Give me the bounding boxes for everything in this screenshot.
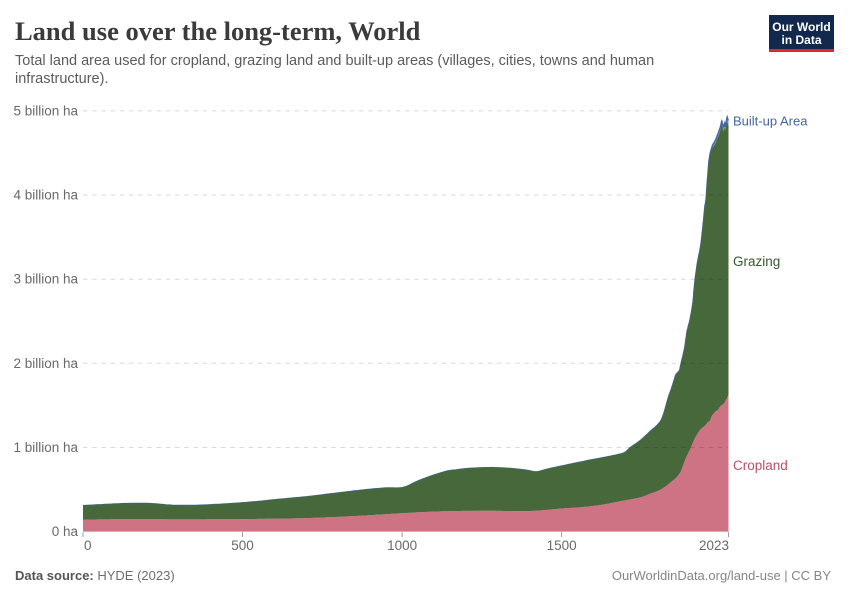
svg-text:Cropland: Cropland: [733, 458, 788, 473]
svg-text:1 billion ha: 1 billion ha: [13, 440, 78, 455]
svg-text:500: 500: [231, 538, 254, 553]
svg-text:5 billion ha: 5 billion ha: [13, 103, 78, 118]
svg-text:Built-up Area: Built-up Area: [733, 114, 808, 129]
svg-text:1500: 1500: [547, 538, 577, 553]
svg-text:2023: 2023: [699, 538, 729, 553]
svg-text:0 ha: 0 ha: [52, 524, 79, 539]
svg-text:1000: 1000: [387, 538, 417, 553]
svg-text:4 billion ha: 4 billion ha: [13, 188, 78, 203]
svg-text:0: 0: [84, 538, 92, 553]
svg-text:3 billion ha: 3 billion ha: [13, 272, 78, 287]
svg-text:Grazing: Grazing: [733, 254, 780, 269]
svg-text:2 billion ha: 2 billion ha: [13, 356, 78, 371]
